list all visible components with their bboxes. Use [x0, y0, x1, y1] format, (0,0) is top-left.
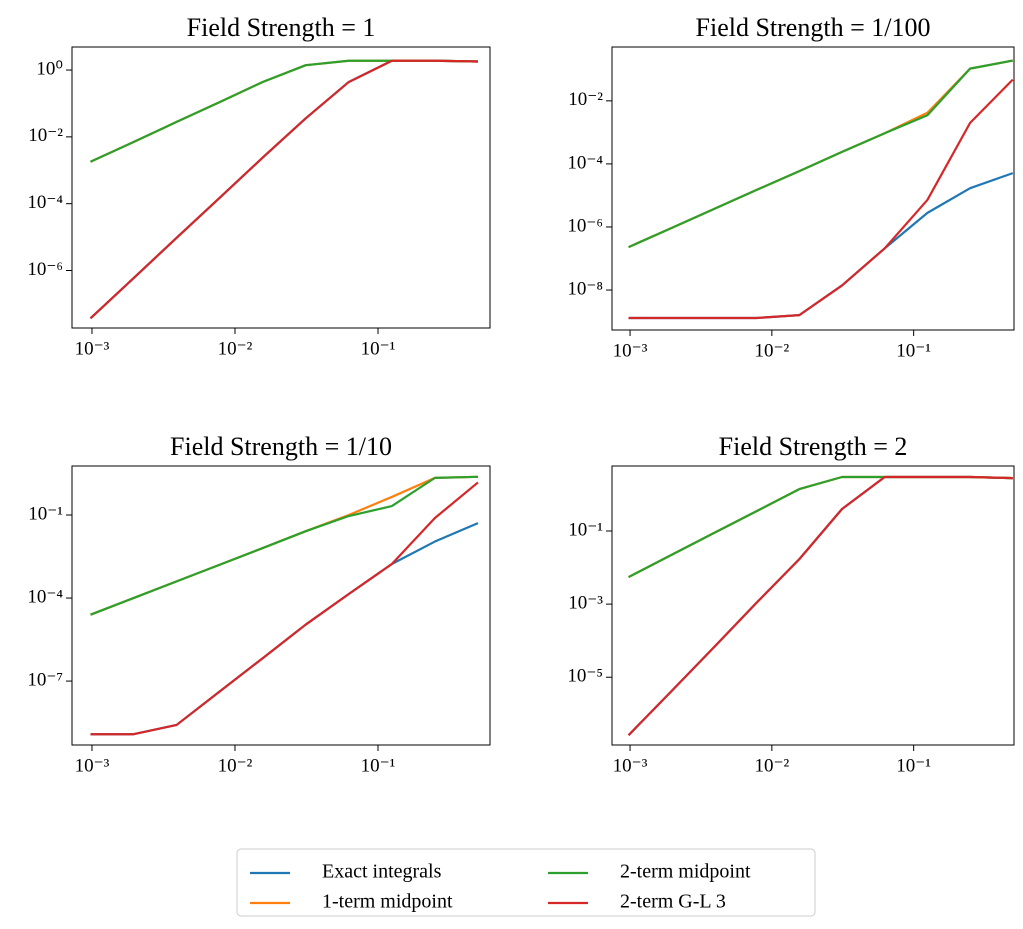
series-line [628, 475, 1013, 579]
y-tick-label: 10⁻³ [568, 592, 603, 613]
y-tick-label: 10⁻⁷ [27, 669, 63, 690]
y-tick-label: 10⁻² [28, 125, 63, 146]
x-tick-label: 10⁻¹ [896, 340, 931, 361]
y-tick-label: 10⁻¹ [28, 503, 63, 524]
y-tick-label: 10⁻⁶ [27, 259, 63, 280]
series-line [628, 59, 1013, 249]
series-line [628, 172, 1014, 320]
chart-title: Field Strength = 1 [187, 13, 376, 42]
series-line [628, 78, 1014, 320]
chart-title: Field Strength = 2 [719, 432, 908, 461]
x-tick-label: 10⁻¹ [896, 755, 931, 776]
x-tick-label: 10⁻² [754, 340, 789, 361]
series-line [90, 481, 479, 736]
series-line [627, 475, 1013, 736]
y-tick-label: 10⁻⁸ [567, 278, 603, 299]
plot-frame [71, 46, 491, 329]
x-tick-label: 10⁻¹ [361, 338, 396, 359]
y-tick-label: 10⁻² [568, 89, 603, 110]
legend-label: 2-term midpoint [620, 861, 751, 883]
plot-frame [71, 465, 491, 746]
y-tick-label: 10⁻⁴ [27, 586, 63, 607]
series-line [90, 59, 478, 163]
legend-box [236, 848, 816, 917]
y-tick-label: 10⁻⁴ [27, 192, 63, 213]
series-line [89, 59, 478, 320]
series-line [90, 59, 478, 163]
legend-label: 1-term midpoint [322, 891, 453, 913]
plot-frame [611, 465, 1015, 746]
x-tick-label: 10⁻³ [613, 340, 648, 361]
x-tick-label: 10⁻³ [75, 755, 110, 776]
y-tick-label: 10⁻⁵ [567, 666, 603, 687]
chart-title: Field Strength = 1/10 [170, 432, 392, 461]
y-tick-label: 10⁻¹ [568, 519, 603, 540]
chart-title: Field Strength = 1/100 [696, 13, 931, 42]
y-tick-label: 10⁻⁴ [567, 152, 603, 173]
series-line [628, 59, 1013, 249]
y-tick-label: 10⁻⁶ [567, 215, 603, 236]
series-line [90, 475, 478, 616]
y-tick-label: 10⁰ [36, 58, 63, 79]
x-tick-label: 10⁻² [754, 755, 789, 776]
x-tick-label: 10⁻² [218, 755, 253, 776]
legend-label: Exact integrals [322, 861, 442, 883]
x-tick-label: 10⁻¹ [361, 755, 396, 776]
series-line [89, 59, 478, 320]
series-line [90, 475, 478, 616]
series-line [90, 522, 479, 736]
legend-label: 2-term G-L 3 [620, 891, 726, 913]
x-tick-label: 10⁻³ [75, 338, 110, 359]
series-line [628, 475, 1013, 579]
series-line [627, 475, 1013, 736]
x-tick-label: 10⁻³ [613, 755, 648, 776]
plot-frame [611, 46, 1015, 331]
x-tick-label: 10⁻² [218, 338, 253, 359]
